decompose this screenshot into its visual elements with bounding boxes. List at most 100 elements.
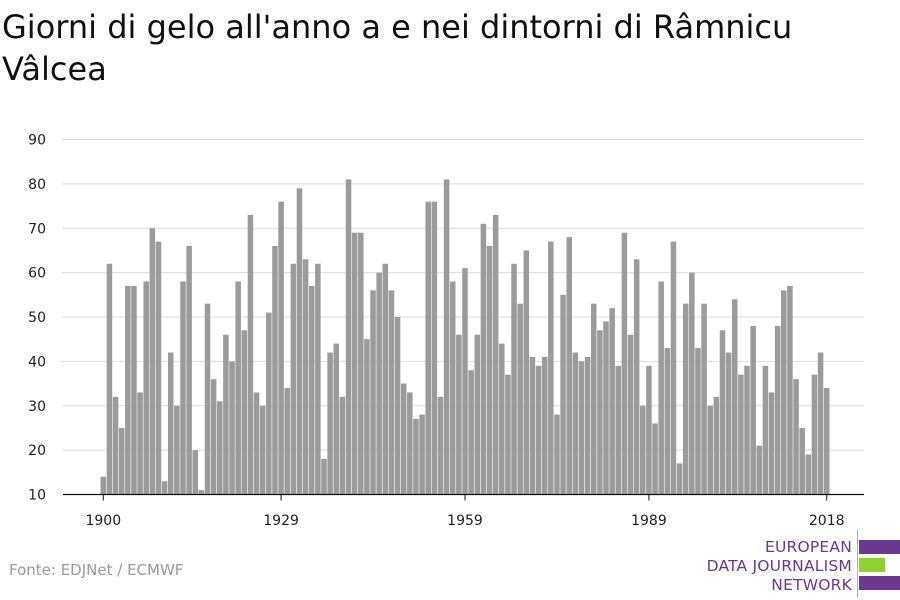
bar-1930 bbox=[284, 388, 290, 495]
bar-1984 bbox=[615, 365, 622, 495]
bar-2000 bbox=[713, 396, 720, 495]
bar-2016 bbox=[811, 374, 818, 495]
bar-1915 bbox=[192, 450, 199, 495]
bar-1941 bbox=[351, 232, 358, 495]
bar-1985 bbox=[621, 232, 628, 495]
bar-1926 bbox=[259, 405, 266, 495]
bar-1927 bbox=[266, 312, 272, 495]
bar-1988 bbox=[640, 405, 646, 495]
bar-1991 bbox=[658, 281, 664, 495]
bar-1939 bbox=[339, 396, 346, 495]
bar-1906 bbox=[137, 392, 143, 495]
logo-bar-top-icon bbox=[859, 540, 900, 554]
bars bbox=[100, 179, 830, 495]
bar-1914 bbox=[186, 246, 192, 495]
bar-1983 bbox=[609, 308, 615, 495]
bar-1907 bbox=[143, 281, 149, 495]
bar-1918 bbox=[210, 379, 217, 495]
bar-1951 bbox=[413, 419, 419, 495]
bar-1954 bbox=[431, 201, 438, 495]
bar-1902 bbox=[112, 396, 119, 495]
bar-2011 bbox=[781, 290, 787, 495]
bar-1920 bbox=[223, 334, 229, 495]
bar-1980 bbox=[590, 303, 597, 495]
x-tick-label: 1959 bbox=[447, 513, 483, 529]
bar-1946 bbox=[382, 263, 389, 495]
y-tick-label: 20 bbox=[28, 443, 46, 459]
bar-1916 bbox=[198, 490, 205, 495]
bar-1912 bbox=[174, 405, 180, 495]
bar-1911 bbox=[167, 352, 174, 495]
bar-1962 bbox=[480, 223, 487, 495]
bar-1963 bbox=[486, 246, 493, 495]
bar-1929 bbox=[278, 201, 284, 495]
bar-1969 bbox=[523, 250, 530, 495]
bar-1986 bbox=[627, 334, 634, 495]
chart-title: Giorni di gelo all'anno a e nei dintorni… bbox=[2, 8, 793, 88]
bar-1989 bbox=[646, 365, 652, 495]
logo-divider bbox=[857, 530, 858, 598]
x-tick-label: 1929 bbox=[263, 513, 299, 529]
bar-1973 bbox=[548, 241, 554, 495]
bar-1952 bbox=[419, 414, 425, 495]
bar-1938 bbox=[333, 343, 340, 495]
bar-1971 bbox=[535, 365, 542, 495]
bar-1978 bbox=[578, 361, 585, 495]
bar-1982 bbox=[603, 321, 609, 495]
bar-1992 bbox=[664, 348, 671, 495]
bar-1959 bbox=[462, 268, 468, 495]
bar-1950 bbox=[407, 392, 413, 495]
bar-1900 bbox=[100, 476, 107, 495]
logo-text-network: NETWORK bbox=[771, 576, 852, 594]
x-axis-tick-labels: 1900 1929 1959 1989 2018 bbox=[85, 494, 845, 529]
bar-1948 bbox=[394, 317, 401, 495]
bar-1923 bbox=[241, 330, 248, 495]
bar-1981 bbox=[597, 330, 603, 495]
bar-1967 bbox=[511, 263, 517, 495]
bar-1994 bbox=[676, 463, 683, 495]
bar-2008 bbox=[762, 365, 769, 495]
bar-2009 bbox=[768, 392, 775, 495]
bar-2017 bbox=[817, 352, 824, 495]
bar-1974 bbox=[554, 414, 560, 495]
bar-1976 bbox=[566, 237, 572, 495]
logo-bar-bottom-icon bbox=[859, 576, 900, 590]
edjnet-logo[interactable]: EUROPEAN DATA JOURNALISM NETWORK bbox=[700, 528, 900, 600]
bar-1993 bbox=[670, 241, 677, 495]
y-tick-label: 80 bbox=[28, 177, 46, 193]
bar-1943 bbox=[364, 339, 370, 495]
y-tick-label: 40 bbox=[28, 354, 46, 370]
bar-2004 bbox=[738, 374, 744, 495]
bar-2013 bbox=[793, 379, 799, 495]
bar-1975 bbox=[560, 294, 566, 495]
bar-1970 bbox=[529, 356, 536, 495]
bar-1957 bbox=[449, 281, 456, 495]
bar-1931 bbox=[290, 263, 297, 495]
bar-1964 bbox=[492, 214, 499, 495]
bar-1966 bbox=[505, 374, 511, 495]
bar-1925 bbox=[253, 392, 260, 495]
bar-1944 bbox=[370, 290, 376, 495]
bar-1917 bbox=[204, 303, 211, 495]
bar-1968 bbox=[517, 303, 523, 495]
bar-1905 bbox=[131, 285, 137, 495]
bar-1997 bbox=[695, 348, 701, 495]
bar-2015 bbox=[805, 454, 812, 495]
bar-1908 bbox=[149, 228, 156, 495]
bar-2007 bbox=[756, 445, 763, 495]
bar-1965 bbox=[499, 343, 505, 495]
bar-1921 bbox=[229, 361, 235, 495]
bar-1937 bbox=[327, 352, 333, 495]
bar-1913 bbox=[180, 281, 186, 495]
bar-2006 bbox=[750, 325, 756, 495]
logo-bar-middle-icon bbox=[859, 558, 885, 572]
logo-text-european: EUROPEAN bbox=[764, 538, 852, 556]
bar-1945 bbox=[376, 272, 382, 495]
bar-1987 bbox=[633, 259, 640, 495]
bar-1933 bbox=[302, 259, 309, 495]
bar-1903 bbox=[118, 427, 125, 495]
x-tick-label: 1900 bbox=[85, 513, 121, 529]
y-tick-label: 30 bbox=[28, 399, 46, 415]
y-tick-label: 60 bbox=[28, 266, 46, 282]
